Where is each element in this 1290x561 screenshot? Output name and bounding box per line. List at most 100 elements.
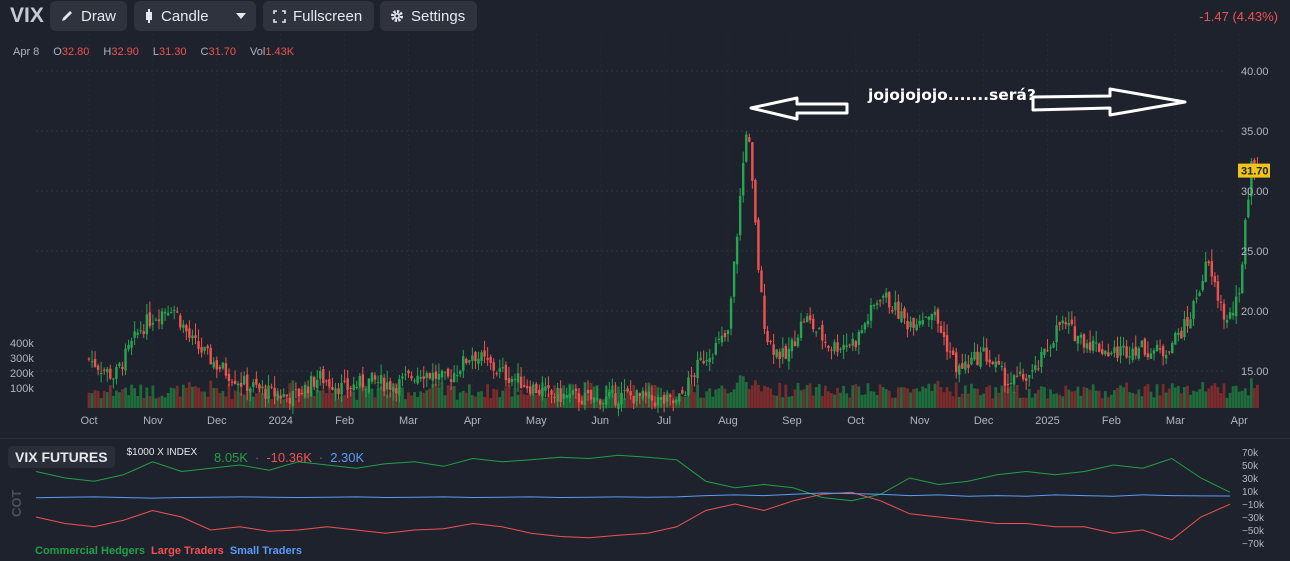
fullscreen-label: Fullscreen [293,7,363,25]
candle-body [276,393,279,400]
candle-body [656,397,660,406]
candle-body [720,335,724,343]
candle-body [489,356,492,363]
candle-body [672,400,675,404]
volume-bar [772,394,776,408]
candle-body [191,335,194,339]
candle-body [1155,344,1159,352]
volume-bar [1225,397,1229,408]
volume-bar [522,394,526,408]
volume-bar [1067,389,1071,408]
candle-body [641,390,644,399]
candle-body [319,371,322,379]
volume-bar [184,387,188,408]
volume-bar [884,389,888,408]
candle-body [735,236,739,265]
candle-body [961,363,964,369]
candle-body [1040,351,1043,367]
volume-bar [437,387,441,408]
volume-bar [1149,391,1153,408]
chart-type-dropdown[interactable]: Candle [134,1,256,31]
time-tick-label: Apr [1231,415,1248,427]
candle-body [851,338,854,346]
volume-bar [881,387,885,408]
time-tick-label: Feb [335,415,354,427]
volume-bar [793,389,797,408]
candle-body [465,358,468,364]
candle-body [160,311,164,325]
candle-body [1049,347,1052,349]
volume-bar [973,388,976,408]
volume-bar [352,391,356,408]
candle-body [979,352,982,367]
volume-bar [954,382,958,408]
candle-body [732,261,736,297]
volume-bar [1061,396,1065,408]
candle-body [787,348,791,362]
volume-bar [1137,389,1141,408]
candle-body [1082,334,1086,348]
candle-body [303,384,307,398]
candle-body [550,390,553,395]
volume-bar [1119,385,1122,408]
candle-body [690,375,693,377]
price-chart[interactable]: 40.00 35.00 30.00 25.00 20.00 15.00 Oct Nov Dec 2… [0,34,1290,438]
candle-body [930,314,934,321]
candle-body [355,387,358,389]
candle-body [507,378,511,383]
draw-button[interactable]: Draw [50,1,127,31]
settings-button[interactable]: Settings [380,1,477,31]
volume-bar [875,395,879,408]
annotation-text: jojojojojo.......será? [868,86,1036,104]
volume-bar [1003,380,1007,408]
candle-body [784,345,788,359]
volume-bar [413,392,416,408]
candle-body [1241,264,1244,294]
volume-bar [839,392,842,408]
cot-header: VIX FUTURES $1000 X INDEX [8,445,197,469]
volume-bar [443,395,447,408]
high-value: 32.90 [111,46,139,58]
candle-body [793,341,797,347]
volume-bar [1113,389,1116,408]
volume-bar [1234,385,1238,408]
candle-body [136,332,139,335]
candle-body [258,384,261,389]
volume-bar [1018,397,1022,408]
volume-bar [318,390,322,408]
volume-bar [735,382,739,408]
volume-bar [139,384,143,408]
volume-bar [1167,388,1171,408]
candle-body [818,328,821,330]
price-tick-label: 15.00 [1241,366,1269,378]
candle-body [602,402,605,404]
candle-body [343,380,346,382]
candle-body [878,300,882,302]
candle-body [617,403,620,409]
candle-body [574,388,578,392]
volume-bar [410,395,413,408]
volume-bar [270,399,273,408]
cot-chart[interactable]: 70k 50k 30k 10k −10k −30k −50k −70k [0,438,1290,561]
candle-icon [146,9,152,23]
pencil-icon [62,11,72,21]
cot-value-large: -10.36K [266,450,312,465]
volume-bar [586,395,590,408]
candle-body [888,292,891,308]
volume-bar [1030,397,1034,408]
candle-body [1070,319,1074,325]
volume-bar [416,397,420,408]
time-tick-label: Nov [910,415,930,427]
candle-body [781,348,784,358]
fullscreen-button[interactable]: Fullscreen [263,1,374,31]
time-tick-label: Mar [399,415,418,427]
volume-bar [151,385,155,408]
candle-body [115,367,118,379]
candle-body [176,311,179,313]
candle-body [124,348,127,371]
volume-bar [1058,394,1062,408]
volume-bar [261,393,264,408]
candle-body [635,390,638,402]
candle-body [300,392,304,394]
volume-bar [227,383,231,408]
